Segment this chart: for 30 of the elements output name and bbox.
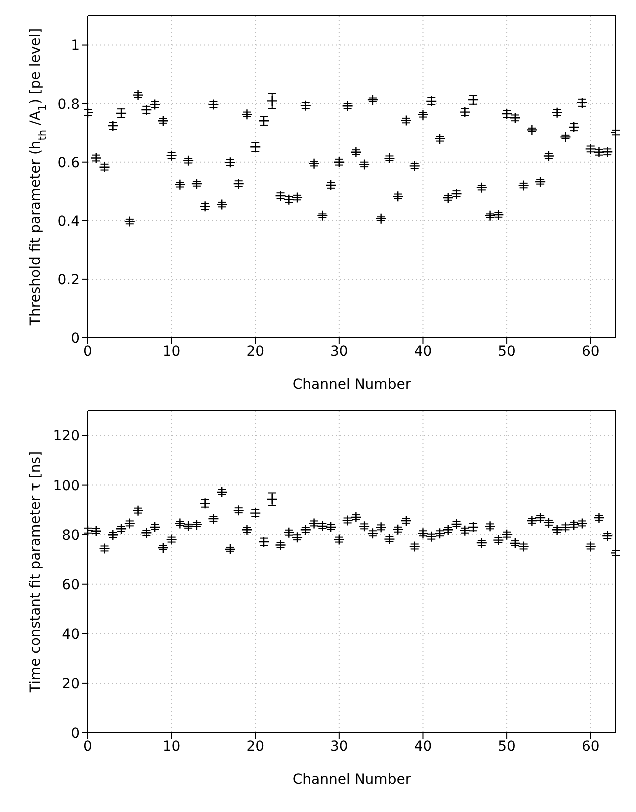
y-tick-label: 40 xyxy=(62,626,80,643)
y-tick-label: 100 xyxy=(53,478,80,494)
x-tick-label: 50 xyxy=(498,344,516,360)
y-tick-label: 0.8 xyxy=(58,96,80,113)
y-tick-label: 1 xyxy=(71,38,80,54)
x-tick-label: 20 xyxy=(246,738,265,755)
y-tick-label: 60 xyxy=(62,577,80,594)
x-tick-label: 40 xyxy=(414,738,432,755)
x-tick-label: 10 xyxy=(162,738,181,755)
x-tick-label: 50 xyxy=(498,738,516,755)
x-tick-label: 0 xyxy=(84,738,92,755)
x-axis-title: Channel Number xyxy=(292,377,412,393)
x-tick-label: 10 xyxy=(162,344,181,360)
y-tick-label: 80 xyxy=(62,528,80,544)
y-tick-label: 120 xyxy=(53,428,80,445)
y-tick-label: 0.6 xyxy=(58,155,80,172)
y-axis-title: Time constant fit parameter τ [ns] xyxy=(28,451,44,694)
x-tick-label: 60 xyxy=(582,738,600,755)
y-tick-label: 0.2 xyxy=(58,272,80,288)
x-tick-label: 20 xyxy=(246,344,265,360)
x-axis-title: Channel Number xyxy=(292,772,412,788)
x-tick-label: 60 xyxy=(582,344,600,360)
y-tick-label: 0 xyxy=(71,726,80,742)
x-tick-label: 0 xyxy=(84,344,92,360)
x-tick-label: 40 xyxy=(414,344,432,360)
y-tick-label: 0 xyxy=(71,330,80,347)
x-tick-label: 30 xyxy=(330,738,348,755)
y-tick-label: 20 xyxy=(62,676,80,692)
x-tick-label: 30 xyxy=(330,344,348,360)
y-tick-label: 0.4 xyxy=(58,214,80,230)
